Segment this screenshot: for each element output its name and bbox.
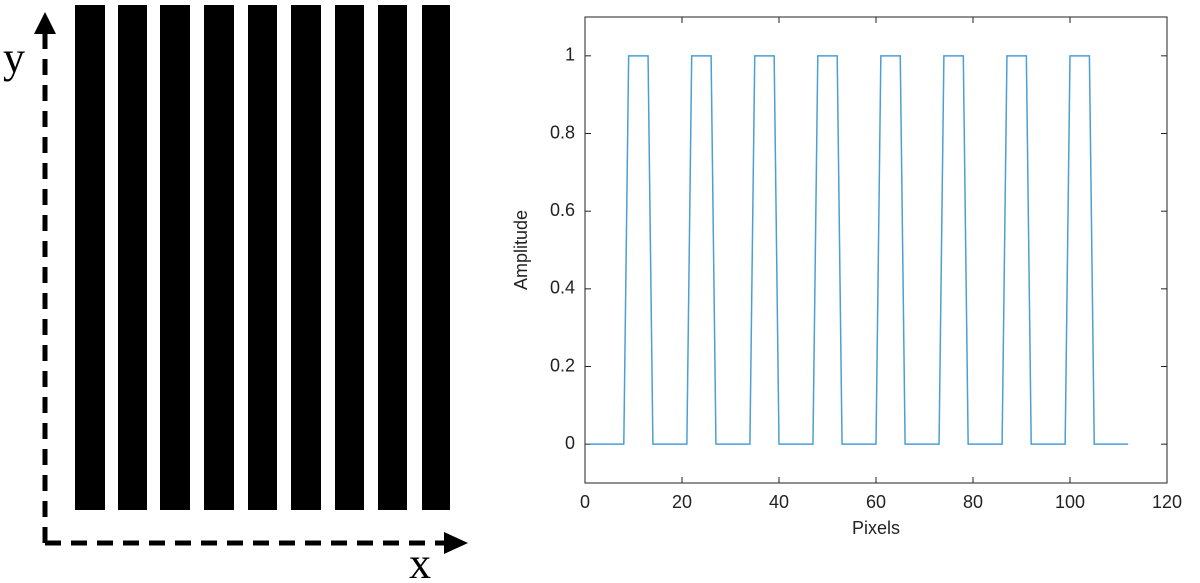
- x-tick-label: 40: [769, 492, 789, 512]
- arrowhead: [444, 532, 468, 554]
- arrowhead: [34, 12, 56, 34]
- x-axis-label: Pixels: [852, 518, 900, 538]
- axis-label: x: [409, 539, 431, 583]
- x-tick-label: 120: [1152, 492, 1182, 512]
- chart: 0 20 40 60 80 100 120 0 0.2 0.4 0.6 0.8 1 Pixels Ampli…: [511, 16, 1182, 538]
- y-tick-label: 0: [565, 433, 575, 453]
- x-tick-label: 0: [580, 492, 590, 512]
- stripes: [75, 5, 450, 510]
- data-line: [589, 55, 1129, 445]
- x-tick-label: 60: [866, 492, 886, 512]
- y-tick-label: 1: [565, 45, 575, 65]
- y-tick-label: 0.8: [550, 122, 575, 142]
- axis-label: y: [3, 33, 25, 82]
- y-tick-label: 0.6: [550, 200, 575, 220]
- axes-arrows: [42, 32, 445, 546]
- y-tick-label: 0.2: [550, 355, 575, 375]
- x-tick-label: 100: [1055, 492, 1085, 512]
- x-tick-label: 80: [963, 492, 983, 512]
- x-tick-label: 20: [672, 492, 692, 512]
- y-tick-label: 0.4: [550, 278, 575, 298]
- y-axis-label: Amplitude: [511, 210, 531, 290]
